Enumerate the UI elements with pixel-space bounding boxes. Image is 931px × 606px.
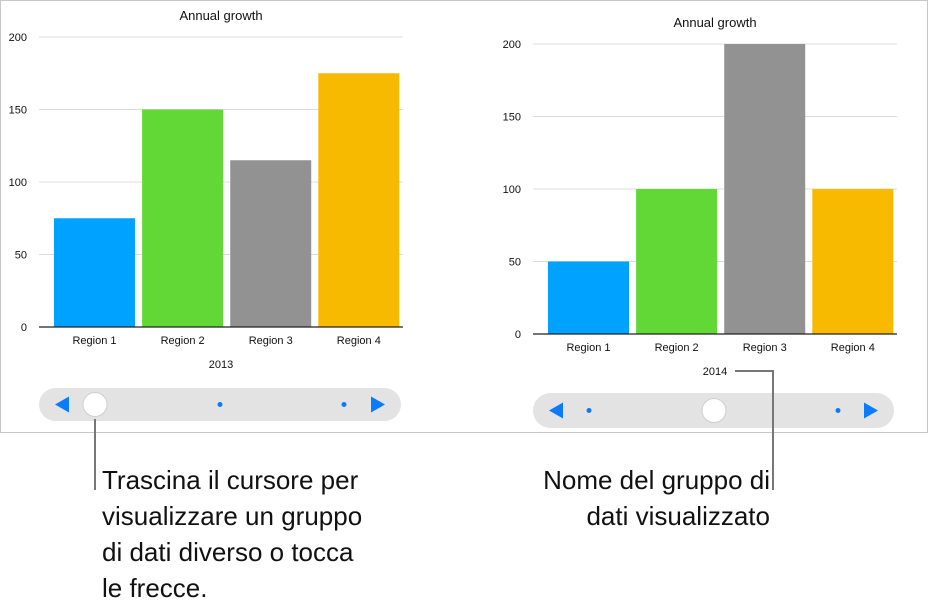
y-tick-label: 150 <box>503 112 521 124</box>
left-arrow-icon[interactable] <box>549 402 563 419</box>
bar-region-4[interactable] <box>318 73 400 327</box>
x-tick-label: Region 3 <box>249 335 293 347</box>
bar-region-2[interactable] <box>142 109 224 328</box>
y-tick-label: 50 <box>15 250 27 262</box>
bar-region-4[interactable] <box>812 189 894 334</box>
x-tick-label: Region 2 <box>655 342 699 354</box>
bar-region-1[interactable] <box>548 261 629 335</box>
chart-title: Annual growth <box>673 15 756 30</box>
y-tick-label: 150 <box>9 105 27 117</box>
callout-right-line: Nome del gruppo di <box>543 465 770 495</box>
x-tick-label: Region 3 <box>743 342 787 354</box>
chart-frame <box>0 0 928 433</box>
callout-left-line: le frecce. <box>102 573 208 603</box>
x-tick-label: Region 1 <box>72 335 116 347</box>
y-tick-label: 200 <box>9 32 27 44</box>
bar-region-1[interactable] <box>54 218 135 327</box>
group-label: 2013 <box>209 359 233 371</box>
bar-region-2[interactable] <box>636 189 718 334</box>
right-arrow-icon[interactable] <box>864 402 878 419</box>
y-tick-label: 200 <box>503 39 521 51</box>
right-arrow-icon[interactable] <box>371 396 385 413</box>
x-tick-label: Region 4 <box>337 335 381 347</box>
slider-step-dot[interactable] <box>341 402 347 407</box>
callout-right: Nome del gruppo di dati visualizzato <box>543 462 770 534</box>
y-tick-label: 100 <box>9 177 27 189</box>
callout-right-pointer <box>735 370 774 490</box>
bar-region-3[interactable] <box>230 160 312 327</box>
y-tick-label: 0 <box>515 329 521 341</box>
group-label: 2014 <box>703 366 727 378</box>
x-tick-label: Region 1 <box>566 342 610 354</box>
callout-left-line: Trascina il cursore per <box>102 465 359 495</box>
bar-region-3[interactable] <box>724 44 806 334</box>
callout-right-line: dati visualizzato <box>586 501 770 531</box>
slider-thumb[interactable] <box>82 392 108 417</box>
y-tick-label: 50 <box>509 257 521 269</box>
slider-step-dot[interactable] <box>586 408 592 413</box>
y-tick-label: 100 <box>503 184 521 196</box>
x-tick-label: Region 4 <box>831 342 875 354</box>
y-tick-label: 0 <box>21 322 27 334</box>
slider-step-dot[interactable] <box>835 408 841 413</box>
chart-title: Annual growth <box>179 8 262 23</box>
x-tick-label: Region 2 <box>161 335 205 347</box>
slider-step-dot[interactable] <box>217 402 223 407</box>
callout-left-line: di dati diverso o tocca <box>102 537 354 567</box>
left-arrow-icon[interactable] <box>55 396 69 413</box>
callout-left: Trascina il cursore per visualizzare un … <box>102 462 362 606</box>
callout-left-line: visualizzare un gruppo <box>102 501 363 531</box>
slider-thumb[interactable] <box>701 398 727 423</box>
